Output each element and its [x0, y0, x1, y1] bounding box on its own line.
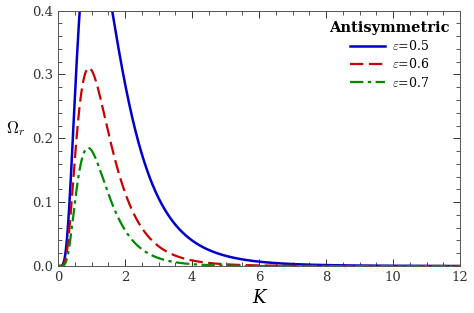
$\varepsilon$=0.6 [101, 112, 107, 116]
Y-axis label: $\Omega_r$: $\Omega_r$ [6, 120, 25, 138]
$\varepsilon$=0.5 [406, 264, 412, 268]
$\varepsilon$=0.6 [125, 198, 131, 202]
$\varepsilon$=0.7 [406, 264, 412, 268]
$\varepsilon$=0.6 [227, 263, 233, 266]
$\varepsilon$=0.7 [457, 264, 463, 268]
$\varepsilon$=0.6 [449, 264, 455, 268]
Legend: $\varepsilon$=0.5, $\varepsilon$=0.6, $\varepsilon$=0.7: $\varepsilon$=0.5, $\varepsilon$=0.6, $\… [326, 17, 454, 94]
$\varepsilon$=0.5 [227, 255, 233, 259]
Line: $\varepsilon$=0.6: $\varepsilon$=0.6 [58, 68, 460, 266]
$\varepsilon$=0.7 [227, 264, 233, 268]
$\varepsilon$=0.7 [85, 146, 91, 150]
$\varepsilon$=0.7 [55, 264, 61, 268]
$\varepsilon$=0.7 [449, 264, 455, 268]
$\varepsilon$=0.7 [125, 233, 131, 236]
$\varepsilon$=0.5 [125, 96, 131, 100]
$\varepsilon$=0.5 [457, 264, 463, 268]
$\varepsilon$=0.6 [210, 261, 215, 265]
$\varepsilon$=0.7 [210, 263, 215, 267]
$\varepsilon$=0.6 [86, 66, 92, 70]
$\varepsilon$=0.5 [210, 249, 215, 253]
Line: $\varepsilon$=0.7: $\varepsilon$=0.7 [58, 148, 460, 266]
$\varepsilon$=0.5 [449, 264, 455, 268]
$\varepsilon$=0.6 [457, 264, 463, 268]
$\varepsilon$=0.6 [406, 264, 412, 268]
X-axis label: K: K [252, 290, 266, 307]
Line: $\varepsilon$=0.5: $\varepsilon$=0.5 [58, 0, 460, 266]
$\varepsilon$=0.7 [101, 180, 107, 183]
$\varepsilon$=0.5 [55, 264, 61, 268]
$\varepsilon$=0.6 [55, 264, 61, 268]
